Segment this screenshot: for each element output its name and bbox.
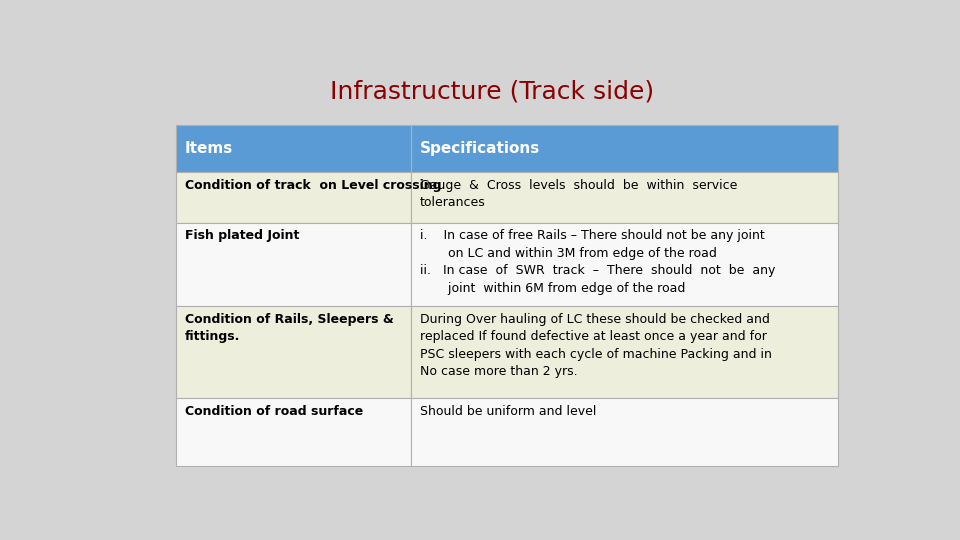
Text: Should be uniform and level: Should be uniform and level xyxy=(420,405,596,418)
Text: Gauge  &  Cross  levels  should  be  within  service
tolerances: Gauge & Cross levels should be within se… xyxy=(420,179,737,210)
Text: Fish plated Joint: Fish plated Joint xyxy=(184,230,300,242)
Text: i.    In case of free Rails – There should not be any joint
       on LC and wit: i. In case of free Rails – There should … xyxy=(420,230,775,295)
Bar xyxy=(411,125,838,172)
Bar xyxy=(411,398,838,466)
Text: Items: Items xyxy=(184,141,233,156)
Bar xyxy=(411,172,838,222)
Text: Specifications: Specifications xyxy=(420,141,540,156)
Text: Condition of road surface: Condition of road surface xyxy=(184,405,363,418)
Text: Condition of track  on Level crossing: Condition of track on Level crossing xyxy=(184,179,442,192)
Bar xyxy=(411,306,838,398)
Text: During Over hauling of LC these should be checked and
replaced If found defectiv: During Over hauling of LC these should b… xyxy=(420,313,772,379)
Bar xyxy=(176,125,411,172)
Bar xyxy=(176,398,411,466)
Text: Condition of Rails, Sleepers &
fittings.: Condition of Rails, Sleepers & fittings. xyxy=(184,313,394,343)
Bar xyxy=(176,172,411,222)
Bar xyxy=(176,306,411,398)
Bar xyxy=(176,222,411,306)
Bar xyxy=(411,222,838,306)
Text: Infrastructure (Track side): Infrastructure (Track side) xyxy=(330,80,654,104)
